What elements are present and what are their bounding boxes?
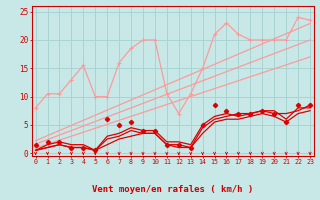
X-axis label: Vent moyen/en rafales ( km/h ): Vent moyen/en rafales ( km/h ) [92, 185, 253, 194]
